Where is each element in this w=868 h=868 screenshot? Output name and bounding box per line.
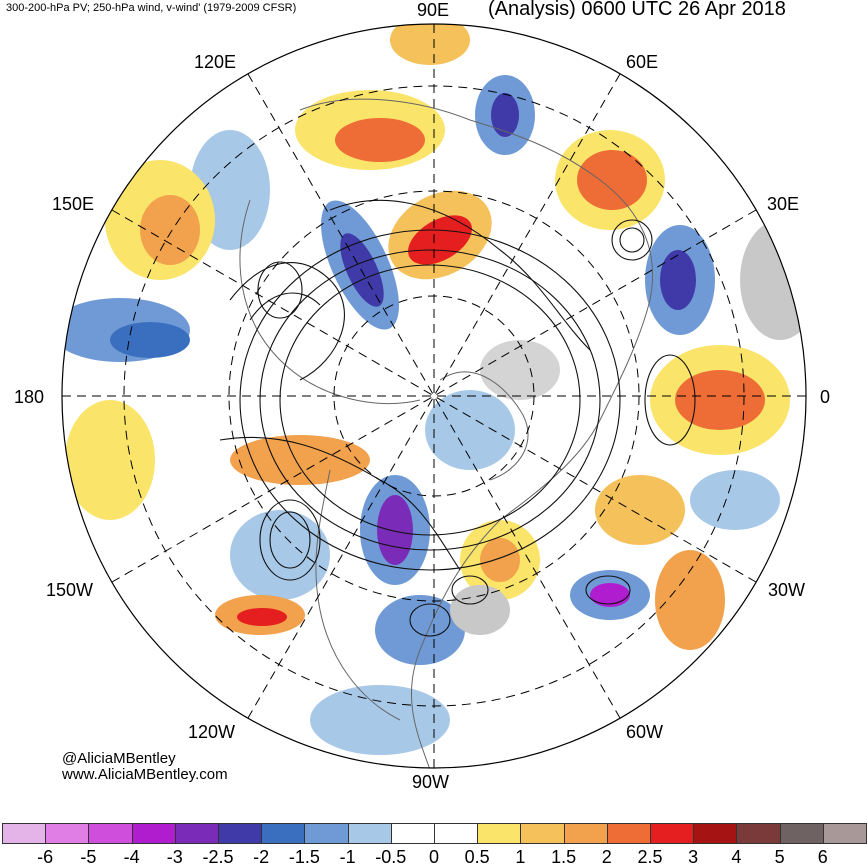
colorbar: -6 -5 -4 -3 -2.5 -2 -1.5 -1 -0.5 0 0.5 1 1.5 2 2.5 3 4 5 6 — [0, 823, 868, 867]
lon-label-60e: 60E — [626, 52, 659, 72]
colorbar-tick-label: -0.5 — [375, 847, 407, 867]
colorbar-tick-label: 3 — [688, 847, 699, 867]
lon-label-120e: 120E — [194, 52, 237, 72]
positive-anomaly-shading — [65, 24, 790, 650]
negative-anomaly-shading — [62, 75, 780, 755]
lon-label-150e: 150E — [52, 194, 95, 214]
lon-label-180: 180 — [14, 387, 45, 407]
colorbar-swatch — [174, 823, 219, 844]
colorbar-swatch — [45, 823, 90, 844]
polar-map — [61, 23, 807, 769]
colorbar-tick-label: -1 — [339, 847, 356, 867]
colorbar-tick-label: -6 — [37, 847, 54, 867]
lon-label-90e: 90E — [417, 0, 450, 20]
lon-label-60w: 60W — [626, 722, 664, 742]
colorbar-tick-label: 0 — [428, 847, 440, 867]
colorbar-swatch — [261, 823, 306, 844]
colorbar-tick-label: -2 — [253, 847, 270, 867]
graticule — [62, 24, 806, 768]
colorbar-tick-label: 4 — [731, 847, 742, 867]
map-boundary — [61, 23, 807, 769]
lon-label-150w: 150W — [46, 580, 94, 600]
colorbar-swatch — [563, 823, 608, 844]
colorbar-swatch — [304, 823, 349, 844]
colorbar-tick-label: 6 — [817, 847, 828, 867]
colorbar-tick-label: -3 — [166, 847, 183, 867]
colorbar-tick-label: -5 — [80, 847, 97, 867]
lon-label-0: 0 — [820, 387, 831, 407]
colorbar-swatch — [88, 823, 133, 844]
lon-label-30e: 30E — [767, 194, 800, 214]
colorbar-swatch — [131, 823, 176, 844]
colorbar-swatch — [520, 823, 565, 844]
lon-label-90w: 90W — [412, 772, 450, 792]
colorbar-tick-label: 0.5 — [464, 847, 490, 867]
colorbar-swatch — [390, 823, 435, 844]
credit-website: www.AliciaMBentley.com — [62, 766, 228, 783]
colorbar-swatch — [779, 823, 824, 844]
colorbar-tick-label: 5 — [774, 847, 785, 867]
colorbar-tick-label: 2 — [601, 847, 612, 867]
lon-label-120w: 120W — [188, 722, 236, 742]
colorbar-tick-label: -1.5 — [288, 847, 320, 867]
colorbar-tick-label: 2.5 — [637, 847, 663, 867]
colorbar-swatch — [822, 823, 867, 844]
colorbar-swatch — [650, 823, 695, 844]
colorbar-tick-label: 1.5 — [551, 847, 577, 867]
lon-label-30w: 30W — [768, 580, 806, 600]
colorbar-tick-label: 1 — [515, 847, 526, 867]
coastlines — [239, 98, 654, 768]
colorbar-swatch — [347, 823, 392, 844]
pv-contours — [219, 199, 696, 637]
colorbar-swatch — [606, 823, 651, 844]
colorbar-swatch — [736, 823, 781, 844]
credit-handle: @AliciaMBentley — [62, 750, 176, 767]
colorbar-tick-label: -4 — [123, 847, 140, 867]
colorbar-swatch — [693, 823, 738, 844]
colorbar-swatch — [477, 823, 522, 844]
map-title-right: (Analysis) 0600 UTC 26 Apr 2018 — [488, 0, 786, 20]
colorbar-swatch — [434, 823, 479, 844]
colorbar-swatch — [2, 823, 47, 844]
map-title-left: 300-200-hPa PV; 250-hPa wind, v-wind' (1… — [6, 2, 297, 14]
colorbar-tick-label: -2.5 — [202, 847, 234, 867]
colorbar-swatch — [218, 823, 263, 844]
